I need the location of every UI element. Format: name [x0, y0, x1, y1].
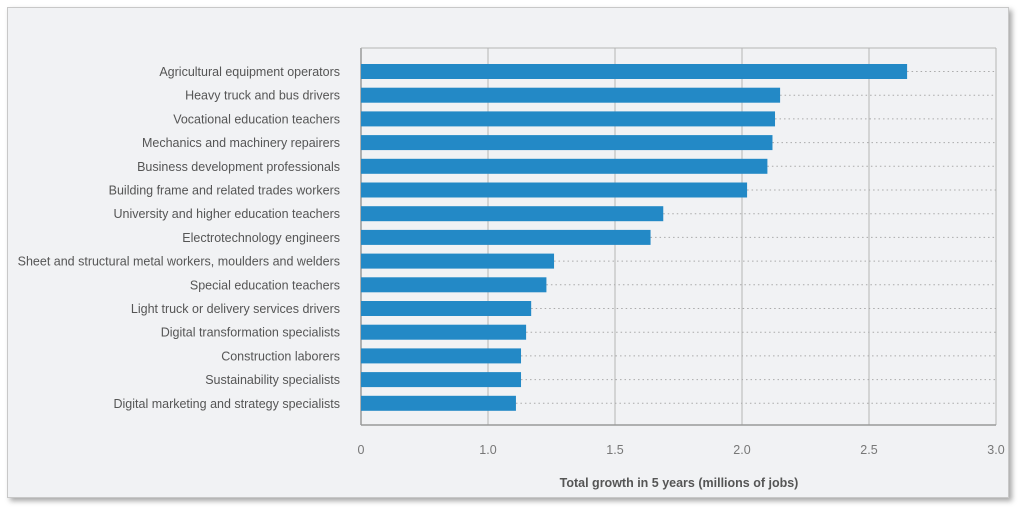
bar [361, 301, 532, 316]
bar [361, 182, 748, 198]
category-label: University and higher education teachers [113, 207, 340, 221]
category-label: Digital transformation specialists [161, 326, 340, 340]
category-label: Mechanics and machinery repairers [142, 136, 340, 150]
bar [361, 111, 776, 127]
row-guides [515, 71, 996, 404]
x-tick-label: 2.5 [860, 443, 877, 457]
category-label: Construction laborers [221, 349, 340, 363]
x-tick-label: 2.0 [733, 443, 750, 457]
x-axis-title: Total growth in 5 years (millions of job… [560, 476, 799, 490]
bar [361, 135, 773, 151]
bar [361, 253, 555, 269]
bar [361, 206, 664, 222]
bar [361, 372, 522, 388]
category-label: Building frame and related trades worker… [109, 184, 340, 198]
bar [361, 277, 547, 293]
x-tick-label: 3.0 [987, 443, 1004, 457]
bar [361, 229, 651, 245]
x-tick-label: 1.5 [606, 443, 623, 457]
bar [361, 87, 781, 103]
bar [361, 64, 908, 79]
category-label: Digital marketing and strategy specialis… [114, 397, 341, 411]
bar [361, 348, 522, 364]
bars [361, 64, 908, 411]
category-label: Light truck or delivery services drivers [131, 302, 340, 316]
category-label: Special education teachers [190, 278, 340, 292]
category-label: Business development professionals [137, 160, 340, 174]
category-label: Sustainability specialists [205, 373, 340, 387]
x-tick-label: 1.0 [479, 443, 496, 457]
bar [361, 395, 516, 411]
category-label: Heavy truck and bus drivers [185, 89, 340, 103]
category-label: Vocational education teachers [173, 112, 340, 126]
x-tick-labels: 0 1.0 1.5 2.0 2.5 3.0 [358, 443, 1005, 457]
category-label: Electrotechnology engineers [182, 231, 340, 245]
category-labels: Agricultural equipment operators Heavy tr… [18, 65, 340, 411]
bar [361, 324, 527, 340]
category-label: Sheet and structural metal workers, moul… [18, 255, 340, 269]
x-tick-label: 0 [358, 443, 365, 457]
category-label: Agricultural equipment operators [159, 65, 340, 79]
bar [361, 158, 768, 174]
